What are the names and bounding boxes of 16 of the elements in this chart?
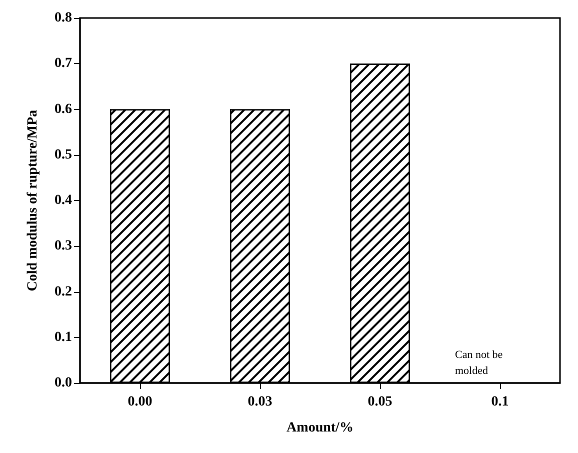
y-tick-label: 0.1 (54, 330, 72, 345)
y-tick-label: 0.3 (54, 238, 72, 254)
y-tick-label: 0.7 (54, 56, 72, 72)
y-tick-label: 0.6 (54, 102, 72, 117)
y-tick-label: 0.5 (54, 147, 72, 162)
y-tick-label: 0.8 (54, 10, 72, 26)
x-tick-label: 0.03 (248, 394, 272, 410)
y-tick-label: 0.4 (54, 193, 72, 208)
x-tick-label: 0.1 (491, 394, 509, 410)
x-tick-label: 0.00 (128, 394, 152, 410)
y-tick-label: 0.2 (54, 284, 72, 300)
annotation: Can not be molded (455, 349, 506, 377)
y-tick-label: 0.0 (54, 376, 72, 390)
x-axis-title: Amount/% (286, 420, 354, 436)
x-tick-label: 0.05 (368, 394, 392, 410)
y-axis-title: Cold modulus of rupture/MPa (26, 110, 40, 292)
